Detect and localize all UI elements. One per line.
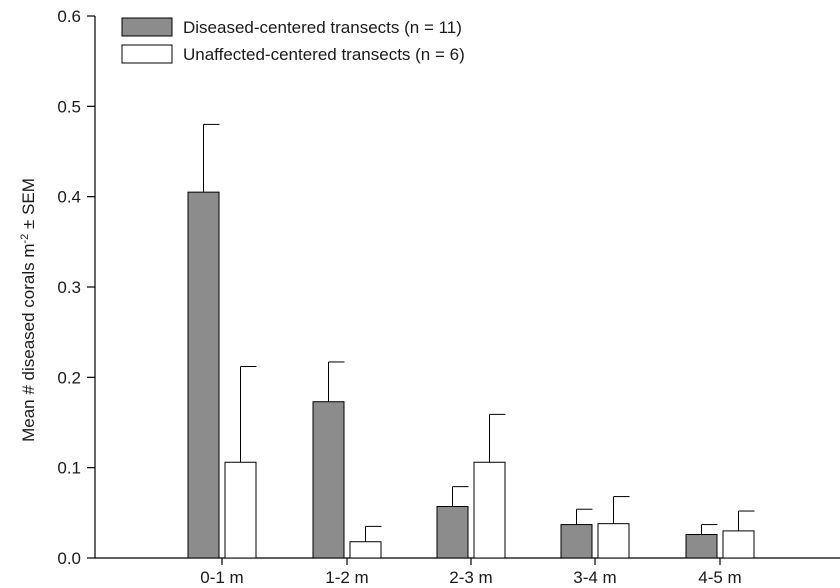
y-axis-title-main: Mean # diseased corals m (19, 243, 38, 441)
bar-unaffected (473, 461, 506, 559)
y-axis-title-superscript: -2 (19, 234, 31, 244)
bar-diseased (436, 506, 469, 559)
x-tick-label: 3-4 m (573, 568, 616, 587)
legend-label-unaffected: Unaffected-centered transects (n = 6) (183, 45, 465, 64)
x-tick-label: 4-5 m (698, 568, 741, 587)
bar-diseased (187, 191, 220, 559)
y-tick-label: 0.0 (57, 549, 81, 568)
x-tick-label: 2-3 m (449, 568, 492, 587)
legend-swatch-unaffected (121, 44, 173, 64)
y-tick-label: 0.3 (57, 278, 81, 297)
y-tick-label: 0.4 (57, 188, 81, 207)
plot-area: 0.0 0.1 0.2 0.3 0.4 0.5 0.6 0-1 m 1-2 m 2-3 m 3-4 … (57, 7, 840, 587)
legend: Diseased-centered transects (n = 11) Unaf… (121, 17, 465, 64)
bar-diseased (685, 534, 718, 559)
x-tick-label: 0-1 m (200, 568, 243, 587)
bar-unaffected (597, 523, 630, 559)
legend-label-diseased: Diseased-centered transects (n = 11) (183, 18, 462, 37)
bar-diseased (312, 401, 345, 559)
x-tick-label: 1-2 m (325, 568, 368, 587)
y-tick-label: 0.5 (57, 97, 81, 116)
y-tick-label: 0.2 (57, 368, 81, 387)
bar-unaffected (349, 541, 382, 559)
bar-unaffected (224, 461, 257, 559)
legend-swatch-diseased (121, 17, 173, 37)
y-tick-label: 0.1 (57, 459, 81, 478)
y-tick-label: 0.6 (57, 7, 81, 26)
bar-diseased (560, 524, 593, 559)
bar-unaffected (722, 530, 755, 559)
y-axis-title-suffix: ± SEM (19, 178, 38, 234)
y-axis-title: Mean # diseased corals m-2 ± SEM (19, 178, 38, 442)
